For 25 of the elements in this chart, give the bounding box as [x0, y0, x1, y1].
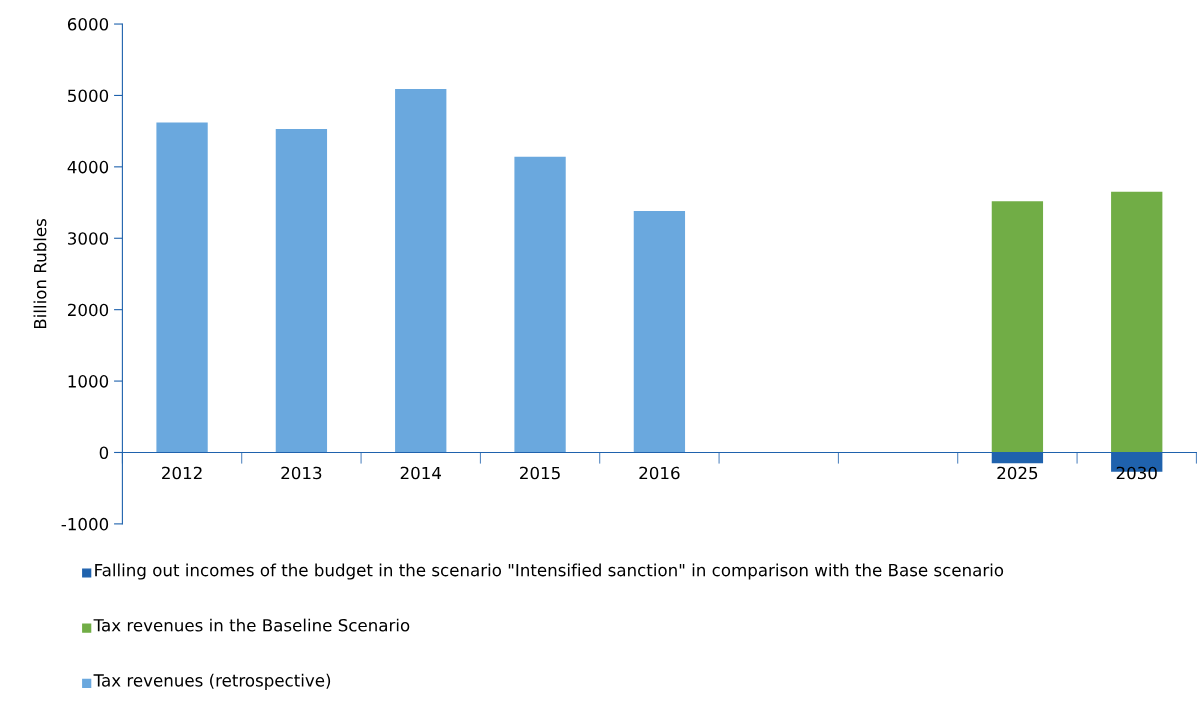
bar: [514, 156, 566, 453]
y-tick-label: 6000: [67, 18, 109, 31]
y-tick-label: -1000: [61, 517, 109, 531]
y-tick-label: 5000: [68, 89, 109, 103]
bar: [395, 89, 447, 453]
x-tick-label: 2025: [997, 466, 1038, 480]
bar: [156, 122, 208, 453]
y-tick-label: 0: [99, 446, 109, 460]
x-tick-label: 2012: [162, 466, 202, 480]
x-tick-label: 2015: [520, 466, 560, 480]
bar: [991, 201, 1044, 453]
legend-label: Tax revenues in the Baseline Scenario: [93, 618, 410, 632]
x-tick-label: 2016: [639, 466, 680, 480]
x-tick-label: 2013: [281, 466, 322, 480]
y-tick-label: 1000: [68, 375, 109, 388]
y-tick-label: 2000: [68, 303, 109, 317]
bar: [1111, 191, 1163, 453]
legend-label: Falling out incomes of the budget in the scenario "Intensified sanction" in comparison with the Base scenario: [95, 563, 1004, 580]
bar: [633, 211, 686, 453]
y-tick-label: 3000: [68, 232, 109, 245]
y-tick-label: 4000: [67, 160, 109, 174]
y-axis-title: Billion Rubles: [33, 219, 47, 329]
x-tick-label: 2014: [400, 466, 442, 480]
bar: [275, 129, 328, 453]
legend-label: Tax revenues (retrospective): [93, 673, 331, 690]
